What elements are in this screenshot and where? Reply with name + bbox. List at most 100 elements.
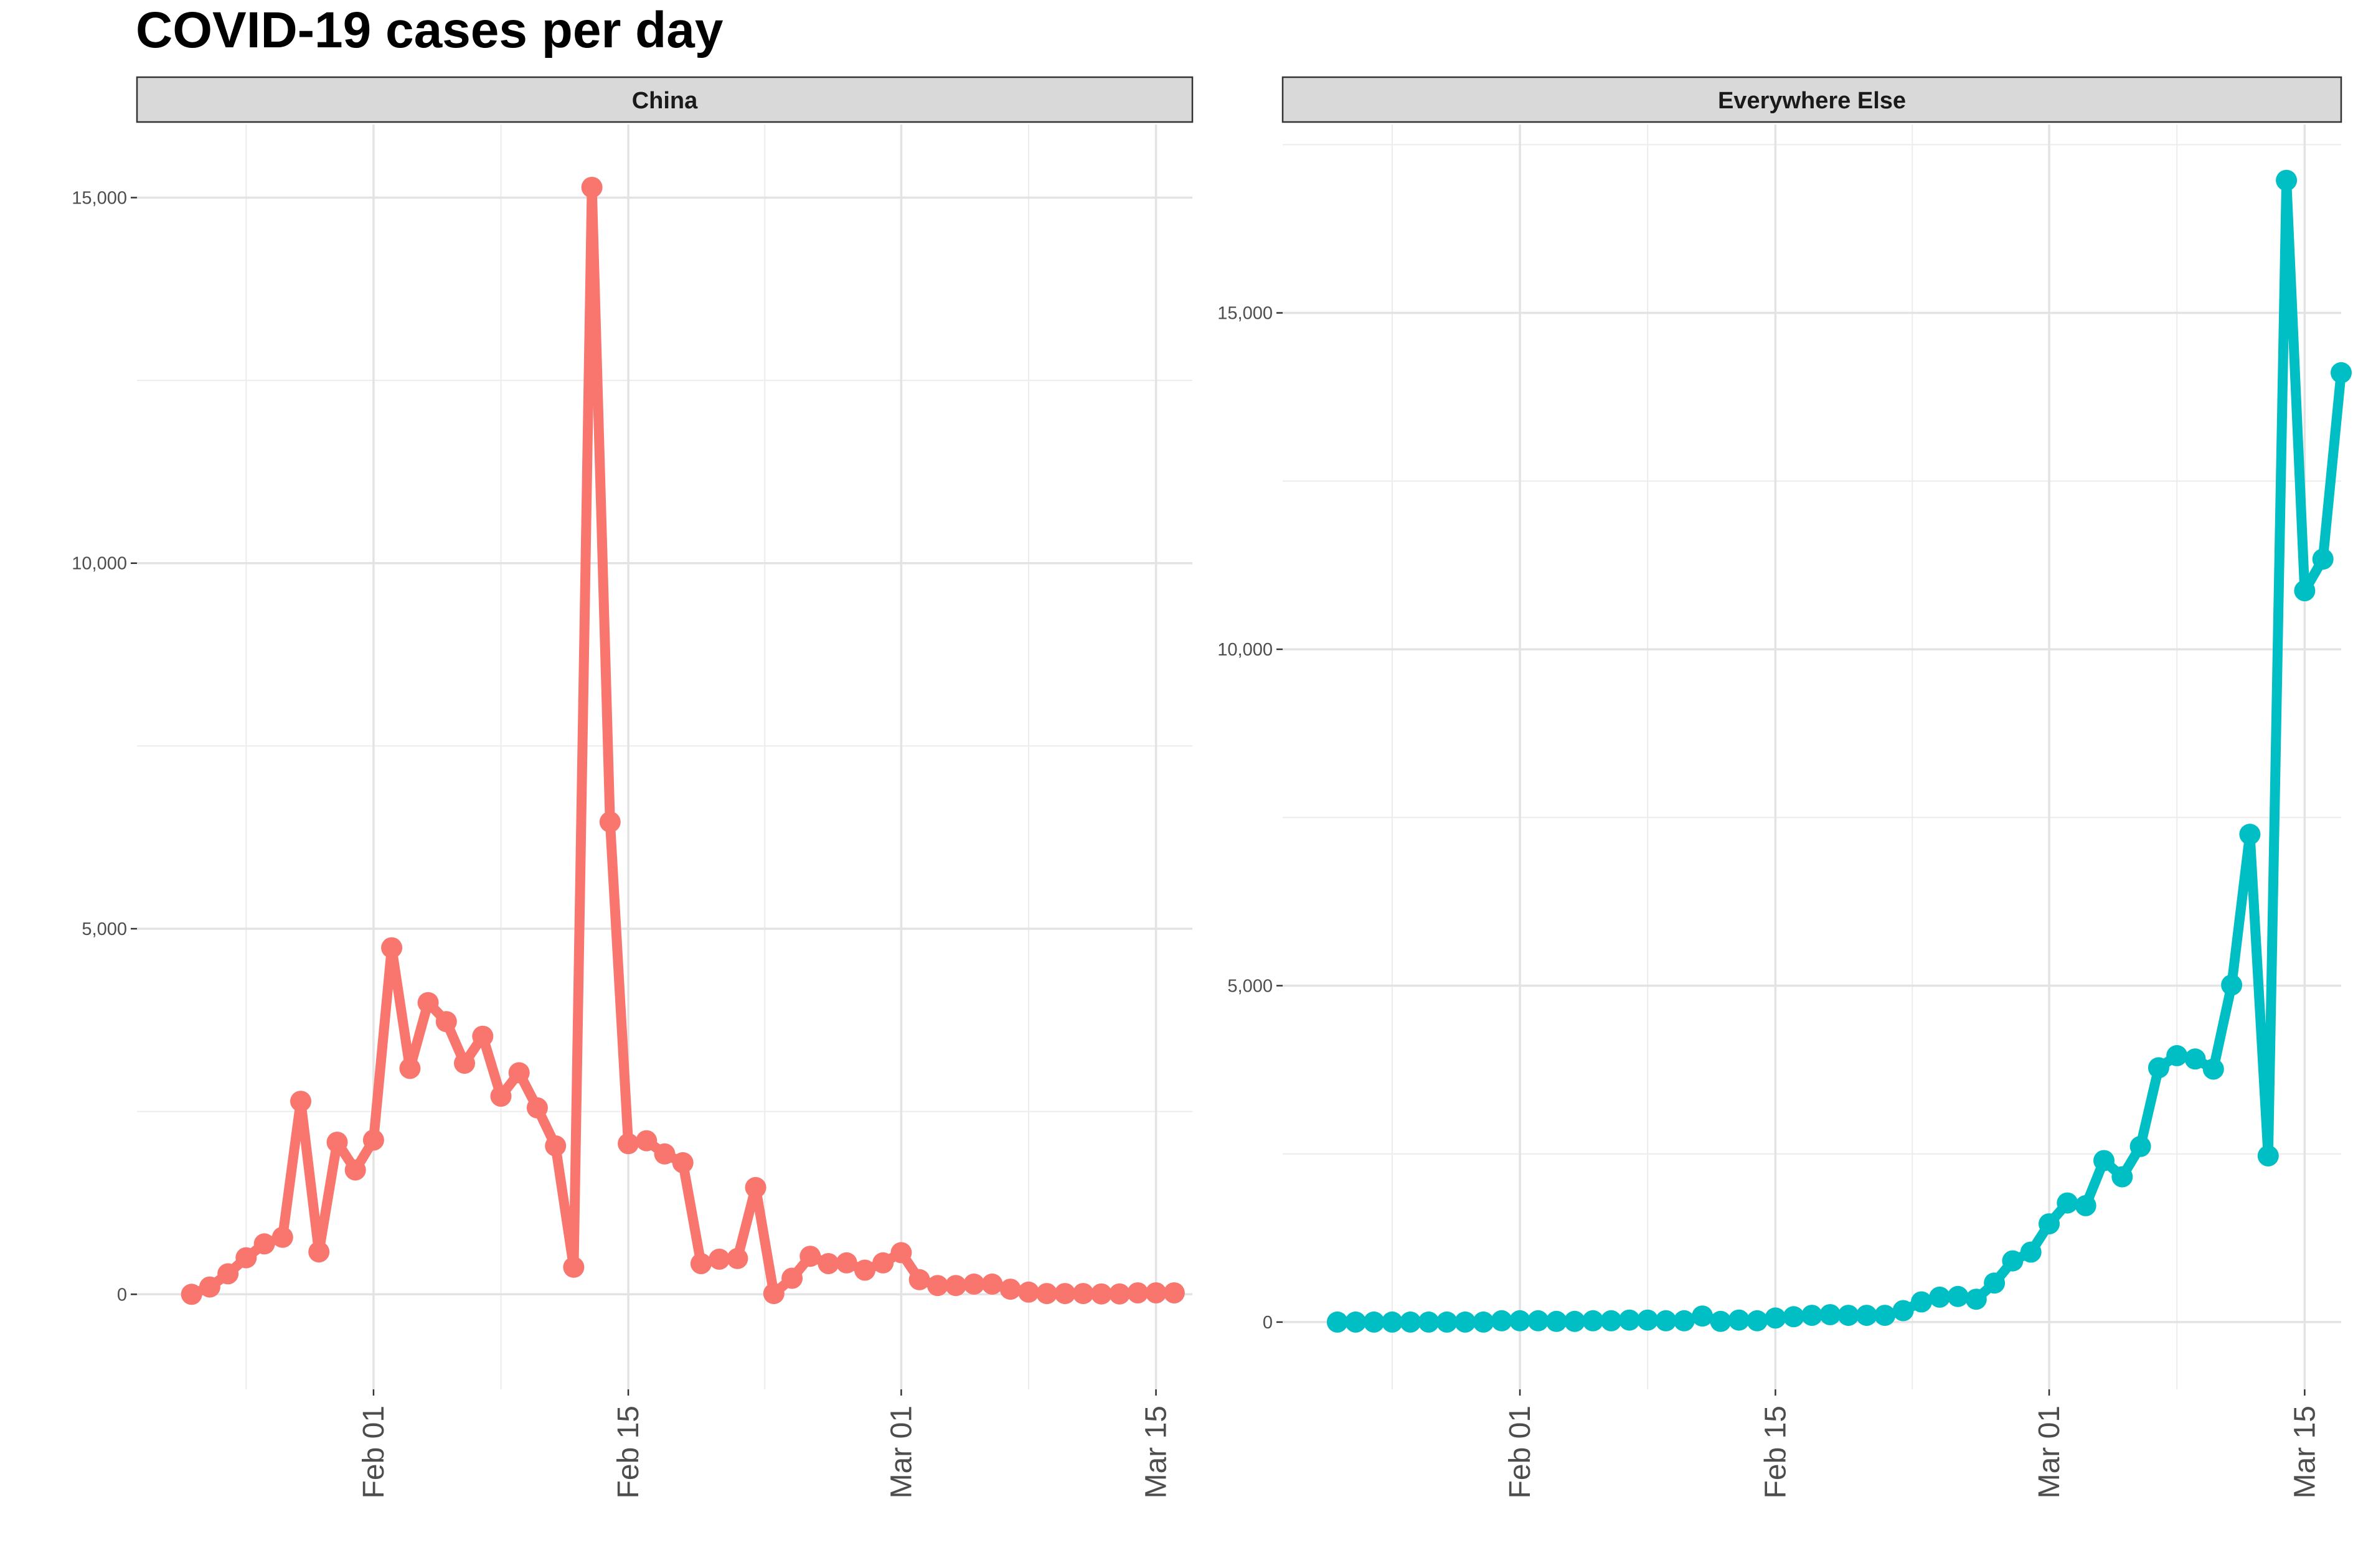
panel-china-data-point xyxy=(981,1273,1003,1295)
panel-everywhere-else-data-point xyxy=(2148,1057,2169,1079)
panel-everywhere-else-data-point xyxy=(1345,1311,1367,1333)
panel-everywhere-else-data-point xyxy=(1728,1309,1750,1331)
panel-everywhere-else-data-point xyxy=(1363,1311,1385,1333)
panel-everywhere-else-data-point xyxy=(1673,1310,1695,1331)
panel-china-data-point xyxy=(563,1256,585,1278)
panel-everywhere-else-grid xyxy=(1283,124,2341,1389)
panel-china-data-point xyxy=(199,1276,220,1298)
panel-china-data-point xyxy=(745,1176,766,1198)
panel-china-data-point xyxy=(872,1252,894,1274)
panel-everywhere-else-data-point xyxy=(1400,1311,1422,1333)
panel-china-data-point xyxy=(490,1086,512,1107)
panel-china-data-point xyxy=(963,1273,985,1295)
panel-everywhere-else-data-point xyxy=(2294,580,2316,601)
panel-everywhere-else-data-point xyxy=(1984,1272,2006,1294)
panel-china-data-point xyxy=(1072,1283,1094,1305)
panel-china-y-tick-label: 0 xyxy=(117,1285,127,1305)
panel-china-data-point xyxy=(417,992,439,1013)
panel-everywhere-else-data-point xyxy=(2239,824,2261,845)
panel-china-grid xyxy=(137,124,1192,1389)
panel-china-data-point xyxy=(945,1275,967,1297)
panel-china-data-point xyxy=(763,1283,785,1305)
panel-china-data-point xyxy=(454,1053,475,1074)
panel-china-y-tick-label: 10,000 xyxy=(72,554,127,574)
panel-china-data-point xyxy=(472,1025,494,1047)
panel-everywhere-else-data-point xyxy=(2221,974,2243,996)
panel-china-data-point xyxy=(927,1275,948,1297)
panel-china-data-point xyxy=(854,1259,875,1281)
panel-china-data-point xyxy=(636,1130,658,1152)
panel-china-data-point xyxy=(271,1226,293,1248)
panel-china-data-point xyxy=(344,1159,366,1181)
panel-everywhere-else-data-point xyxy=(1947,1285,1969,1307)
panel-everywhere-else-data-point xyxy=(2276,169,2298,191)
panel-china-data-point xyxy=(1163,1282,1185,1303)
panel-china-data-point xyxy=(599,811,621,833)
panel-everywhere-else-x-tick-label: Mar 01 xyxy=(2033,1406,2066,1498)
panel-china-series xyxy=(181,177,1185,1305)
panel-everywhere-else-data-point xyxy=(1473,1311,1494,1333)
panel-china-data-point xyxy=(1145,1282,1167,1303)
panel-china-x-tick-label: Feb 15 xyxy=(612,1406,645,1498)
panel-china-x-tick-label: Mar 15 xyxy=(1140,1406,1173,1498)
panel-china-data-point xyxy=(890,1242,912,1264)
panel-china-data-point xyxy=(290,1091,311,1112)
panel-china-data-point xyxy=(1109,1283,1131,1305)
panel-everywhere-else-data-point xyxy=(1692,1305,1714,1327)
panel-china-data-point xyxy=(836,1252,857,1274)
panel-china-data-point xyxy=(381,937,403,959)
panel-everywhere-else-data-point xyxy=(1455,1311,1476,1333)
panel-everywhere-else-data-point xyxy=(2020,1241,2042,1263)
panel-everywhere-else-y-tick-label: 0 xyxy=(1263,1313,1273,1333)
panel-everywhere-else-data-point xyxy=(2075,1195,2096,1216)
panel-everywhere-else-data-point xyxy=(1801,1305,1823,1326)
panel-everywhere-else-data-point xyxy=(1564,1310,1585,1332)
panel-china-data-point xyxy=(181,1284,202,1305)
panel-china-data-point xyxy=(526,1097,548,1119)
panel-china-x-tick-label: Mar 01 xyxy=(885,1406,918,1498)
panel-everywhere-else-data-point xyxy=(1710,1310,1732,1332)
panel-everywhere-else-data-point xyxy=(2039,1213,2060,1235)
panel-everywhere-else-data-point xyxy=(1618,1309,1640,1331)
panel-everywhere-else-data-point xyxy=(1892,1300,1914,1322)
panel-everywhere-else-x-axis: Feb 01 Feb 15 Mar 01 Mar 15 xyxy=(1504,1389,2321,1498)
panel-everywhere-else-data-point xyxy=(1545,1310,1567,1332)
panel-china-data-point xyxy=(1018,1281,1039,1303)
panel-everywhere-else-series xyxy=(1326,169,2352,1333)
panel-everywhere-else-data-point xyxy=(2312,548,2334,570)
panel-everywhere-else-data-point xyxy=(1527,1310,1549,1331)
panel-everywhere-else-data-point xyxy=(2129,1135,2151,1157)
panel-china-data-point xyxy=(908,1269,930,1290)
panel-everywhere-else-data-point xyxy=(1837,1305,1859,1326)
panel-everywhere-else-data-point xyxy=(2166,1045,2188,1066)
panel-china-data-point xyxy=(1036,1283,1058,1305)
panel-china-data-point xyxy=(1090,1283,1112,1305)
panel-everywhere-else-y-tick-label: 10,000 xyxy=(1217,640,1273,660)
panel-china-data-point xyxy=(999,1279,1021,1300)
chart-title: COVID-19 cases per day xyxy=(136,2,724,59)
panel-everywhere-else-strip-label: Everywhere Else xyxy=(1718,88,1906,114)
panel-everywhere-else-data-point xyxy=(1747,1310,1768,1331)
panel-china-x-axis: Feb 01 Feb 15 Mar 01 Mar 15 xyxy=(357,1389,1173,1498)
panel-everywhere-else-data-point xyxy=(2093,1150,2115,1171)
panel-everywhere-else-x-tick-label: Mar 15 xyxy=(2288,1406,2321,1498)
panel-everywhere-else-data-point xyxy=(1582,1310,1604,1331)
panel-everywhere-else-data-point xyxy=(1326,1311,1348,1333)
panel-everywhere-else-x-tick-label: Feb 01 xyxy=(1504,1406,1537,1498)
panel-everywhere-else-data-point xyxy=(2111,1166,2133,1188)
panel-everywhere-else-data-point xyxy=(1965,1289,1987,1310)
panel-everywhere-else-data-point xyxy=(2184,1048,2206,1070)
panel-everywhere-else-data-point xyxy=(1929,1286,1951,1308)
panel-china-strip xyxy=(136,76,1194,123)
panel-everywhere-else-data-point xyxy=(2057,1192,2078,1214)
panel-everywhere-else-data-point xyxy=(1910,1291,1932,1313)
panel-china-data-point xyxy=(308,1241,330,1263)
panel-china-strip-label: China xyxy=(632,88,698,114)
panel-china-data-point xyxy=(435,1011,457,1033)
panel-everywhere-else-data-point xyxy=(1765,1307,1786,1329)
panel-everywhere-else-data-point xyxy=(1655,1310,1677,1331)
panel-china-data-point xyxy=(326,1132,348,1153)
panel-everywhere-else-data-point xyxy=(1436,1311,1458,1333)
panel-china-data-point xyxy=(399,1058,421,1079)
